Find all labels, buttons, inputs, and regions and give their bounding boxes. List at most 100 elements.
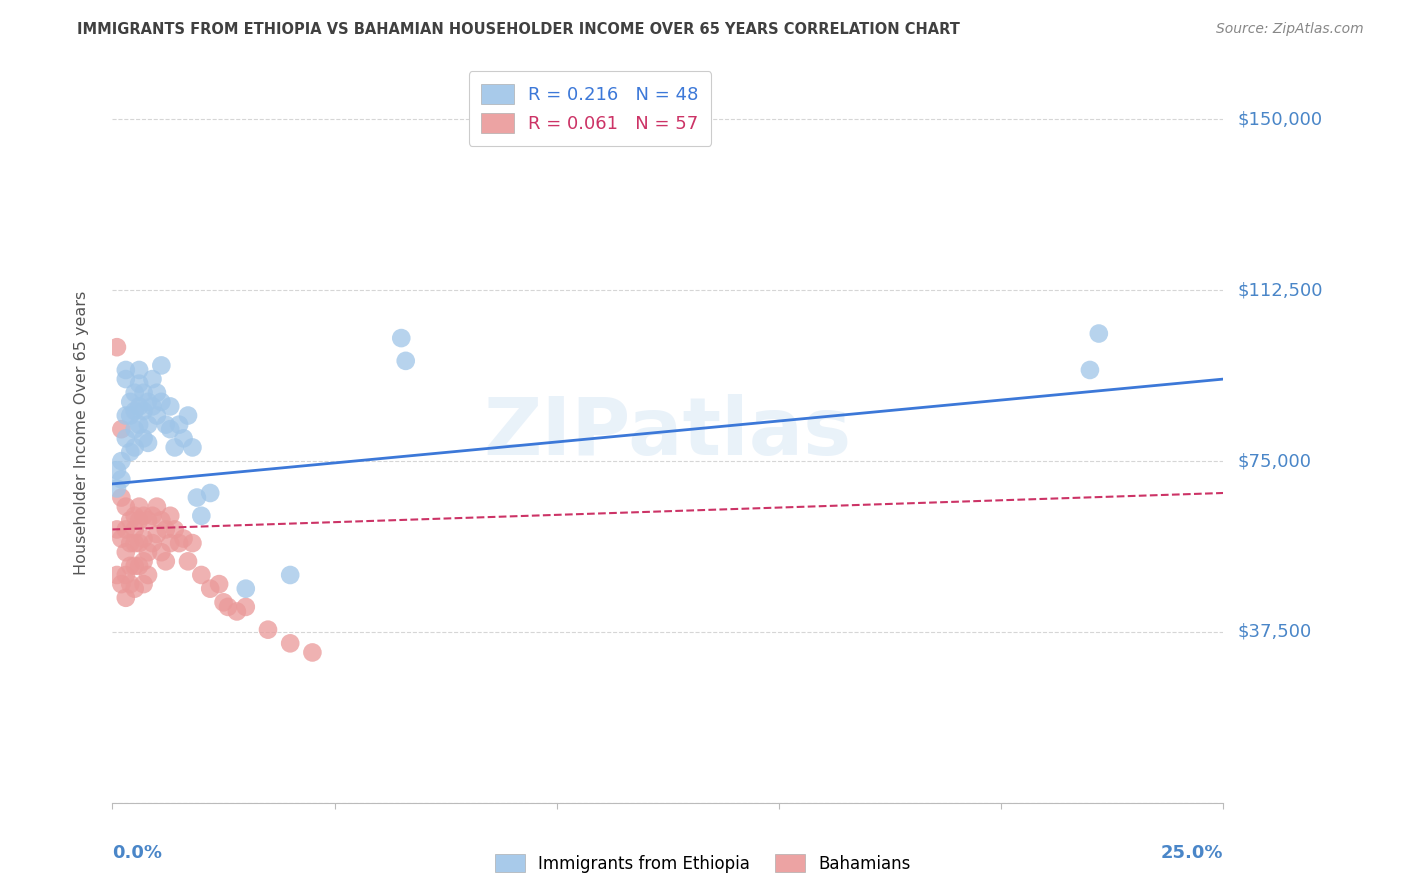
Text: 25.0%: 25.0% [1161, 844, 1223, 862]
Point [141, 372, 163, 386]
Point [124, 404, 146, 418]
Point [128, 417, 150, 432]
Point [120, 536, 142, 550]
Point [105, 482, 128, 496]
Point [105, 463, 128, 477]
Point [173, 532, 195, 546]
Point [120, 558, 142, 573]
Text: $112,500: $112,500 [1237, 281, 1323, 299]
Point [114, 545, 136, 559]
Point [141, 400, 163, 414]
Point [114, 523, 136, 537]
Point [128, 376, 150, 391]
Point [120, 577, 142, 591]
Point [136, 513, 159, 527]
Point [1078, 363, 1101, 377]
Legend: R = 0.216   N = 48, R = 0.061   N = 57: R = 0.216 N = 48, R = 0.061 N = 57 [468, 71, 711, 145]
Point [155, 554, 177, 568]
Point [136, 417, 159, 432]
Point [120, 513, 142, 527]
Point [132, 554, 155, 568]
Point [124, 508, 146, 523]
Point [146, 500, 169, 514]
Point [128, 500, 150, 514]
Point [173, 431, 195, 445]
Text: $75,000: $75,000 [1237, 452, 1312, 470]
Point [110, 422, 132, 436]
Point [110, 532, 132, 546]
Point [190, 508, 212, 523]
Point [177, 554, 200, 568]
Point [110, 577, 132, 591]
Point [128, 363, 150, 377]
Point [257, 623, 280, 637]
Point [114, 568, 136, 582]
Point [114, 431, 136, 445]
Point [120, 409, 142, 423]
Point [120, 395, 142, 409]
Point [120, 445, 142, 459]
Point [141, 508, 163, 523]
Point [146, 527, 169, 541]
Point [301, 645, 323, 659]
Point [132, 577, 155, 591]
Point [114, 409, 136, 423]
Point [159, 422, 181, 436]
Point [212, 595, 235, 609]
Point [155, 523, 177, 537]
Point [181, 441, 204, 455]
Point [124, 536, 146, 550]
Point [105, 523, 128, 537]
Point [110, 472, 132, 486]
Point [136, 545, 159, 559]
Text: $37,500: $37,500 [1237, 623, 1312, 641]
Point [132, 385, 155, 400]
Point [132, 532, 155, 546]
Text: ZIPatlas: ZIPatlas [484, 393, 852, 472]
Point [235, 599, 257, 614]
Point [159, 508, 181, 523]
Point [124, 441, 146, 455]
Point [181, 536, 204, 550]
Point [132, 431, 155, 445]
Point [200, 582, 222, 596]
Y-axis label: Householder Income Over 65 years: Householder Income Over 65 years [75, 291, 89, 574]
Point [136, 435, 159, 450]
Point [124, 558, 146, 573]
Point [114, 363, 136, 377]
Point [128, 400, 150, 414]
Point [105, 568, 128, 582]
Point [124, 422, 146, 436]
Point [150, 395, 173, 409]
Point [163, 523, 186, 537]
Point [128, 536, 150, 550]
Point [225, 604, 247, 618]
Point [155, 417, 177, 432]
Point [136, 568, 159, 582]
Point [217, 599, 239, 614]
Text: $150,000: $150,000 [1237, 111, 1322, 128]
Point [146, 385, 169, 400]
Point [124, 523, 146, 537]
Point [110, 454, 132, 468]
Point [146, 409, 169, 423]
Point [190, 568, 212, 582]
Point [186, 491, 208, 505]
Point [278, 636, 301, 650]
Point [278, 568, 301, 582]
Point [235, 582, 257, 596]
Point [395, 354, 418, 368]
Point [167, 417, 190, 432]
Point [163, 441, 186, 455]
Point [177, 409, 200, 423]
Legend: Immigrants from Ethiopia, Bahamians: Immigrants from Ethiopia, Bahamians [488, 847, 918, 880]
Text: Source: ZipAtlas.com: Source: ZipAtlas.com [1216, 22, 1364, 37]
Point [159, 536, 181, 550]
Point [150, 545, 173, 559]
Point [167, 536, 190, 550]
Point [124, 582, 146, 596]
Point [150, 513, 173, 527]
Point [105, 340, 128, 354]
Point [110, 491, 132, 505]
Point [114, 500, 136, 514]
